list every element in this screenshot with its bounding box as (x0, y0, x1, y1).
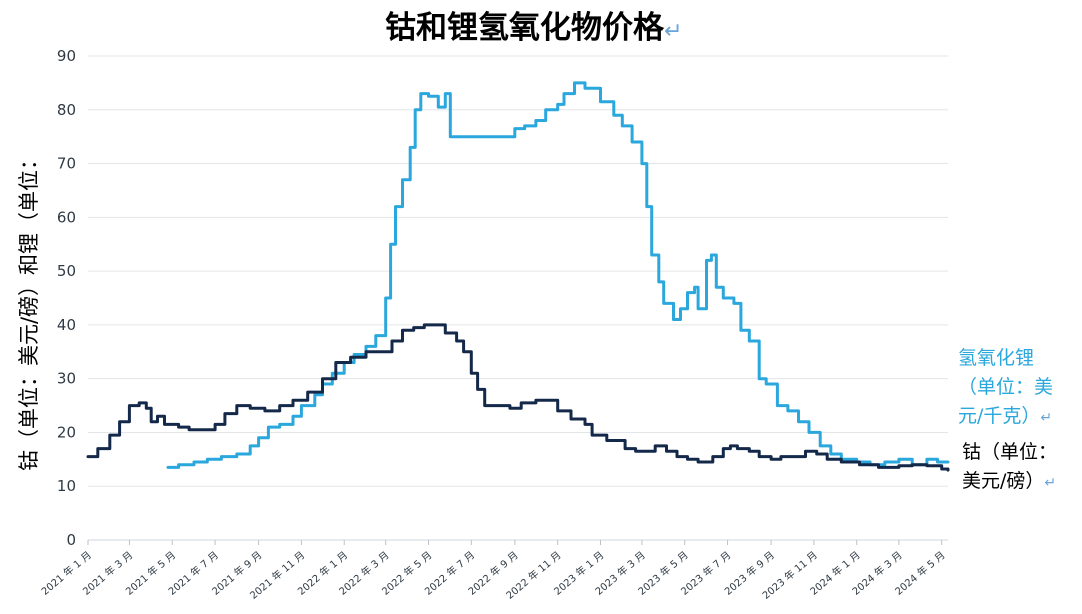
y-tick-label: 30 (57, 370, 76, 388)
paragraph-mark-icon: ↵ (664, 19, 683, 44)
legend-cobalt-line-2-text: 美元/磅） (962, 470, 1045, 492)
y-tick-label: 10 (57, 477, 76, 495)
y-tick-label: 80 (57, 101, 76, 119)
legend-lithium-line-2: （单位：美 (958, 376, 1054, 398)
paragraph-mark-icon: ↵ (1044, 475, 1057, 491)
y-tick-label: 70 (57, 155, 76, 173)
legend-cobalt-line-1: 钴（单位： (962, 441, 1058, 463)
cobalt-series-line (86, 323, 950, 472)
paragraph-mark-icon: ↵ (1040, 410, 1053, 426)
chart-title: 钴和锂氢氧化物价格↵ (385, 2, 725, 47)
y-tick-label: 0 (66, 531, 76, 549)
y-tick-label: 40 (57, 316, 76, 334)
legend-lithium-line-1: 氢氧化锂 (958, 347, 1035, 369)
legend-lithium: 氢氧化锂 （单位：美 元/千克）↵ (958, 344, 1082, 432)
legend-cobalt-line-2: 美元/磅）↵ (962, 467, 1082, 498)
y-tick-label: 90 (57, 47, 76, 65)
legend-cobalt: 钴（单位： 美元/磅）↵ (962, 438, 1082, 498)
y-tick-label: 20 (57, 423, 76, 441)
y-tick-label: 60 (57, 208, 76, 226)
legend-lithium-line-3-text: 元/千克） (958, 405, 1041, 427)
legend-lithium-line-3: 元/千克）↵ (958, 402, 1082, 432)
y-tick-label: 50 (57, 262, 76, 280)
chart-title-text: 钴和锂氢氧化物价格 (385, 10, 664, 46)
